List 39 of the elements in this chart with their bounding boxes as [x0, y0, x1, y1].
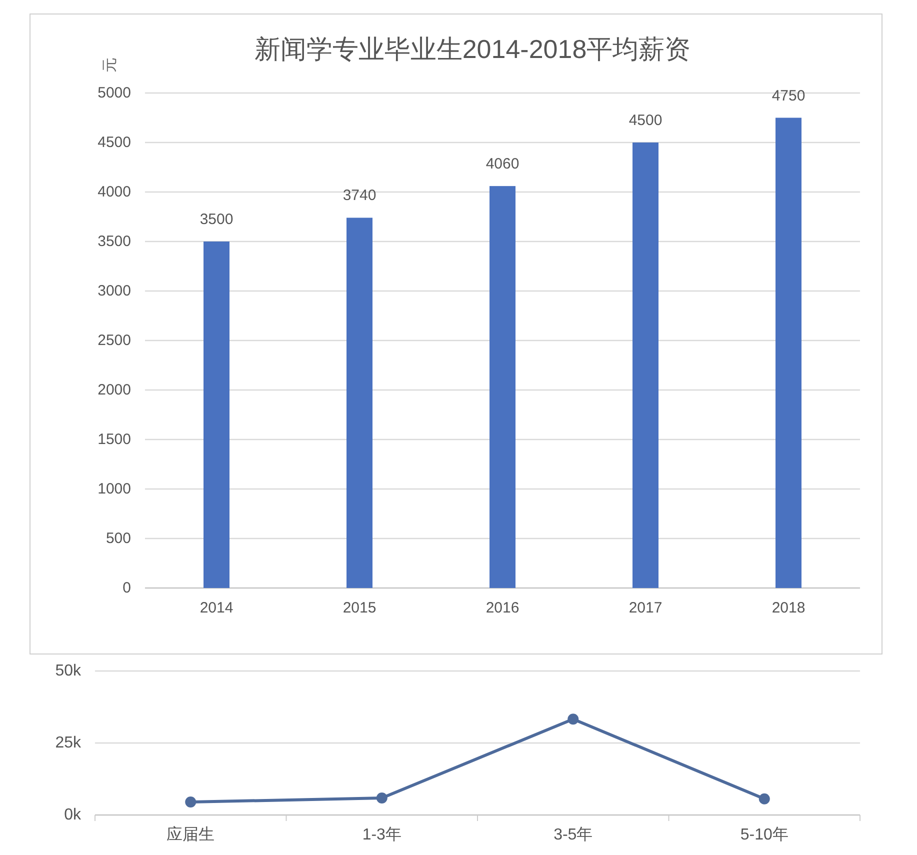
y-tick-label: 3500: [98, 233, 131, 250]
point: [568, 714, 579, 725]
data-label: 4060: [486, 156, 520, 173]
data-label: 4750: [772, 87, 806, 104]
y-tick-label: 2500: [98, 332, 131, 349]
y-tick-label: 500: [106, 530, 131, 547]
y-axis-title: 元: [102, 58, 118, 72]
x-tick-label: 2015: [342, 600, 376, 616]
data-label: 4500: [628, 112, 662, 129]
y-tick-label: 1000: [98, 480, 131, 498]
point: [376, 792, 388, 804]
y-tick-label: 5000: [98, 84, 131, 102]
x-tick-label: 3-5年: [554, 826, 593, 844]
bar: [490, 186, 516, 588]
data-label: 3740: [342, 187, 376, 204]
bar: [776, 118, 802, 588]
bar: [346, 218, 372, 588]
x-tick-label: 2014: [200, 600, 234, 616]
y-tick-label: 0k: [64, 806, 82, 824]
y-tick-label: 50k: [55, 662, 82, 680]
y-tick-label: 4000: [98, 184, 131, 200]
y-tick-label: 4500: [98, 134, 131, 151]
chart-title: 新闻学专业毕业生2014-2018平均薪资: [254, 34, 691, 64]
data-label: 3500: [200, 211, 234, 228]
x-tick-label: 5-10年: [740, 826, 788, 844]
bar: [204, 242, 230, 588]
bar: [632, 142, 658, 588]
x-tick-label: 2017: [628, 600, 662, 616]
x-tick-label: 应届生: [166, 826, 215, 844]
x-tick-label: 2018: [772, 600, 806, 616]
y-tick-label: 25k: [55, 734, 82, 752]
point: [758, 793, 770, 804]
y-tick-label: 1500: [98, 431, 131, 448]
y-tick-label: 3000: [98, 282, 131, 300]
x-tick-label: 2016: [486, 600, 520, 616]
point: [185, 796, 196, 808]
x-tick-label: 1-3年: [362, 826, 402, 844]
y-tick-label: 2000: [98, 382, 131, 398]
y-tick-label: 0: [122, 580, 131, 596]
